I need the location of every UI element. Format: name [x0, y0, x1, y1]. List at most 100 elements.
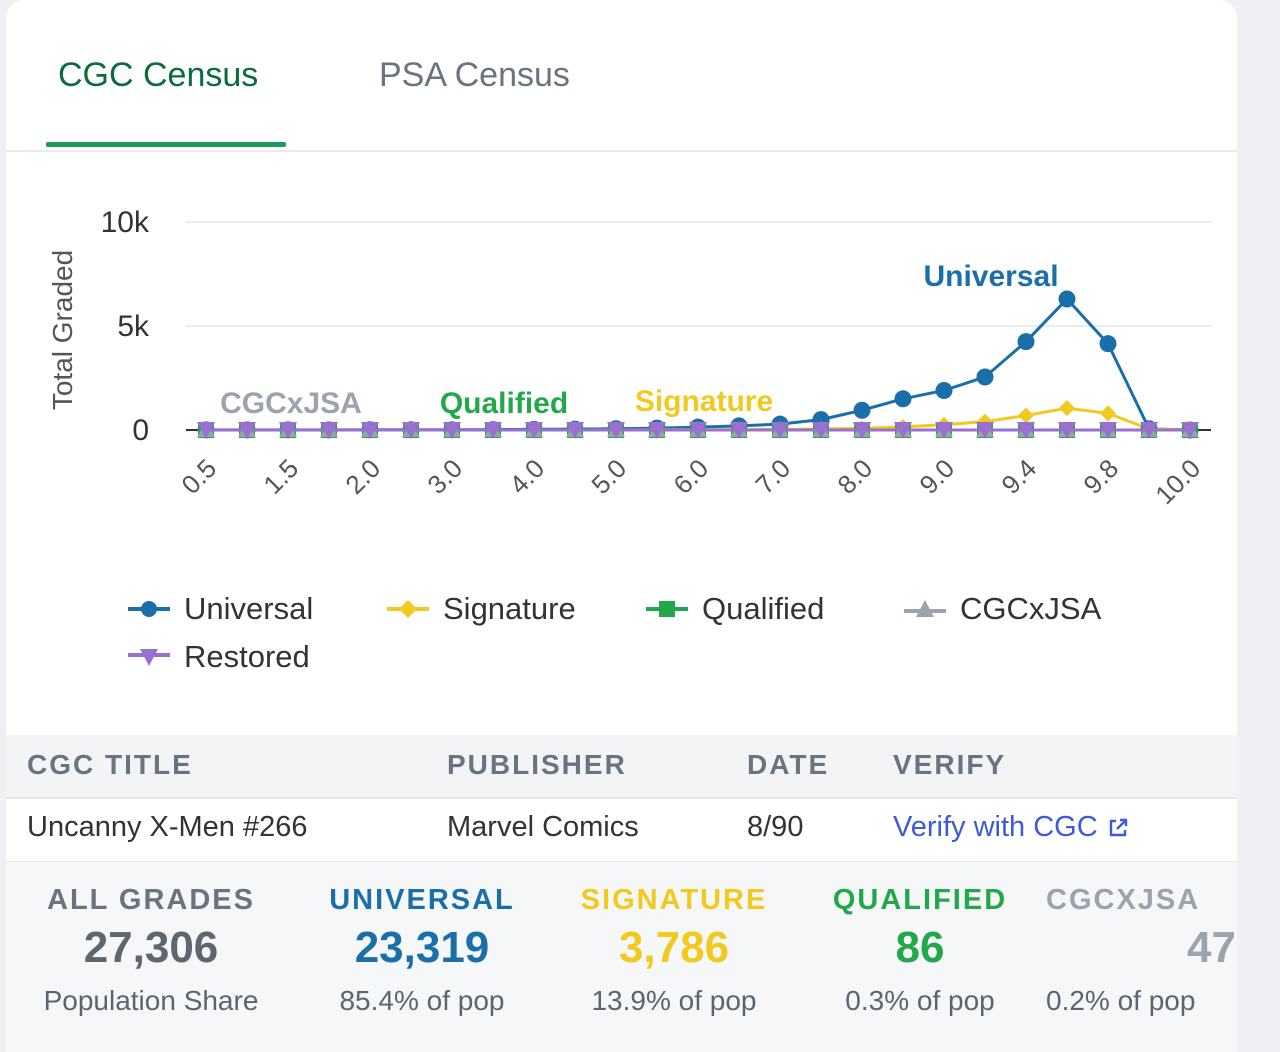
data-point-restored — [771, 422, 789, 439]
stat-sub: Population Share — [43, 985, 259, 1016]
series-annotation: Universal — [923, 260, 1058, 293]
table-row: Uncanny X-Men #266 Marvel Comics 8/90 Ve… — [6, 799, 1237, 863]
legend-item-qualified[interactable]: Qualified — [646, 591, 824, 627]
data-point-restored — [238, 422, 256, 439]
x-tick-label: 6.0 — [667, 453, 714, 500]
x-tick-label: 7.0 — [749, 453, 796, 500]
stat-label: SIGNATURE — [580, 884, 768, 916]
stat-value: 86 — [895, 923, 945, 972]
data-point-restored — [443, 422, 461, 439]
census-card: CGC Census PSA Census 10k 5k 0 Total Graded… — [6, 0, 1237, 1052]
header-verify: VERIFY — [893, 749, 1007, 780]
tab-psa-census[interactable]: PSA Census — [379, 56, 570, 94]
stat-label: ALL GRADES — [47, 884, 255, 916]
data-point-restored — [1099, 422, 1117, 439]
stat-label: CGCXJSA — [1046, 884, 1201, 916]
data-point-restored — [361, 422, 379, 439]
comic-publisher: Marvel Comics — [447, 811, 639, 843]
data-point-restored — [525, 422, 543, 439]
data-point-signature — [1018, 407, 1034, 424]
data-point-universal — [1017, 333, 1035, 351]
data-point-restored — [1017, 422, 1035, 439]
data-point-restored — [689, 422, 707, 439]
stat-signature: SIGNATURE 3,786 13.9% of pop — [544, 884, 804, 1017]
series-annotation: Qualified — [440, 387, 568, 420]
data-point-restored — [648, 422, 666, 439]
census-table-header: CGC TITLE PUBLISHER DATE VERIFY — [6, 735, 1237, 799]
data-point-restored — [484, 422, 502, 439]
data-point-signature — [1100, 405, 1116, 422]
stat-all-grades: ALL GRADES 27,306 Population Share — [21, 884, 281, 1017]
x-tick-label: 2.0 — [339, 453, 386, 500]
x-tick-label: 4.0 — [503, 453, 550, 500]
y-tick-label: 10k — [101, 206, 150, 239]
stat-cgcxjsa: CGCXJSA 47 0.2% of pop — [1046, 884, 1237, 1017]
population-stats: ALL GRADES 27,306 Population Share UNIVE… — [6, 862, 1237, 1052]
x-tick-label: 8.0 — [831, 453, 878, 500]
data-point-restored — [279, 422, 297, 439]
data-point-restored — [935, 422, 953, 439]
data-point-restored — [812, 422, 830, 439]
data-point-restored — [894, 422, 912, 439]
data-point-universal — [894, 390, 912, 408]
data-point-universal — [1099, 335, 1117, 353]
data-point-universal — [976, 368, 994, 386]
stat-value: 3,786 — [618, 923, 730, 972]
stat-label: UNIVERSAL — [329, 884, 515, 916]
y-tick-label: 5k — [117, 310, 150, 343]
data-point-universal — [935, 381, 953, 399]
active-tab-indicator — [46, 142, 286, 147]
data-point-universal — [1058, 290, 1076, 308]
census-tabs: CGC Census PSA Census — [6, 0, 1237, 152]
diamond-marker-icon — [387, 600, 429, 618]
legend-label: Signature — [443, 591, 576, 626]
legend-item-universal[interactable]: Universal — [128, 591, 313, 627]
x-tick-label: 10.0 — [1149, 453, 1206, 510]
y-tick-label: 0 — [132, 414, 149, 447]
stat-label: QUALIFIED — [832, 884, 1008, 916]
data-point-restored — [607, 422, 625, 439]
data-point-restored — [976, 422, 994, 439]
series-annotation: Signature — [635, 385, 773, 418]
data-point-restored — [320, 422, 338, 439]
legend-label: CGCxJSA — [960, 591, 1102, 626]
stat-sub: 85.4% of pop — [339, 985, 505, 1016]
y-axis-label: Total Graded — [47, 250, 78, 410]
legend-label: Qualified — [702, 591, 825, 626]
data-point-restored — [1058, 422, 1076, 439]
legend-label: Restored — [184, 639, 310, 674]
census-chart: 10k 5k 0 Total Graded 0.5 1.5 2.0 3.0 4.0 5.0 6.0 7… — [47, 206, 1211, 510]
header-cgc-title: CGC TITLE — [27, 749, 193, 780]
external-link-icon — [1109, 818, 1127, 836]
stat-sub: 0.3% of pop — [845, 985, 995, 1016]
x-tick-label: 9.8 — [1077, 453, 1124, 500]
stat-value: 23,319 — [354, 923, 490, 972]
stat-universal: UNIVERSAL 23,319 85.4% of pop — [292, 884, 552, 1017]
data-point-restored — [1181, 422, 1199, 439]
comic-date: 8/90 — [747, 811, 804, 843]
x-tick-label: 3.0 — [421, 453, 468, 500]
stat-sub: 0.2% of pop — [1046, 985, 1196, 1016]
circle-marker-icon — [128, 601, 170, 617]
square-marker-icon — [646, 601, 688, 617]
x-tick-label: 9.4 — [995, 453, 1042, 500]
verify-link-label: Verify with CGC — [893, 811, 1098, 843]
series-annotation: CGCxJSA — [220, 387, 362, 420]
x-tick-label: 9.0 — [913, 453, 960, 500]
tab-cgc-census[interactable]: CGC Census — [58, 56, 259, 94]
data-point-restored — [197, 422, 215, 439]
x-tick-label: 1.5 — [257, 453, 304, 500]
verify-with-cgc-link[interactable]: Verify with CGC — [893, 811, 1130, 844]
stat-sub: 13.9% of pop — [591, 985, 757, 1016]
legend-item-signature[interactable]: Signature — [387, 591, 576, 627]
data-point-universal — [853, 401, 871, 419]
data-point-restored — [566, 422, 584, 439]
header-publisher: PUBLISHER — [447, 749, 627, 780]
triangle-marker-icon — [904, 600, 946, 617]
x-tick-label: 5.0 — [585, 453, 632, 500]
legend-item-cgcxjsa[interactable]: CGCxJSA — [904, 591, 1101, 627]
header-date: DATE — [747, 749, 830, 780]
legend-item-restored[interactable]: Restored — [128, 639, 310, 675]
x-tick-label: 0.5 — [175, 453, 222, 500]
comic-title: Uncanny X-Men #266 — [27, 811, 308, 843]
